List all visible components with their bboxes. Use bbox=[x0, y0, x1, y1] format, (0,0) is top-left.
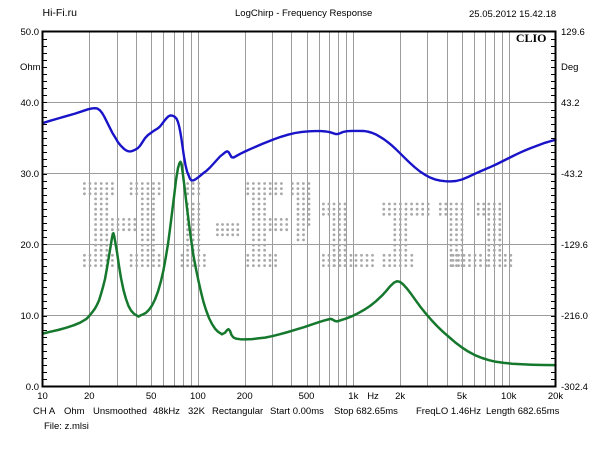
svg-text:-129.6: -129.6 bbox=[561, 240, 588, 251]
svg-text:20: 20 bbox=[84, 391, 95, 402]
svg-text:-302.4: -302.4 bbox=[561, 382, 588, 393]
svg-text:Stop 682.65ms: Stop 682.65ms bbox=[334, 406, 398, 417]
svg-text:100: 100 bbox=[190, 391, 206, 402]
svg-text:CLIO: CLIO bbox=[516, 31, 547, 45]
svg-text:43.2: 43.2 bbox=[561, 98, 580, 109]
svg-text:25.05.2012 15.42.18: 25.05.2012 15.42.18 bbox=[469, 9, 556, 20]
svg-text:10: 10 bbox=[37, 391, 48, 402]
svg-text:32K: 32K bbox=[188, 406, 206, 417]
svg-text:LogChirp - Frequency Response: LogChirp - Frequency Response bbox=[235, 8, 372, 19]
svg-text:10k: 10k bbox=[501, 391, 517, 402]
svg-text:200: 200 bbox=[237, 391, 253, 402]
svg-text:48kHz: 48kHz bbox=[153, 406, 180, 417]
svg-text:Deg: Deg bbox=[561, 62, 578, 73]
svg-text:Length 682.65ms: Length 682.65ms bbox=[486, 406, 560, 417]
svg-text:40.0: 40.0 bbox=[21, 98, 40, 109]
svg-text:Hi-Fi.ru: Hi-Fi.ru bbox=[43, 7, 78, 19]
svg-text:Unsmoothed: Unsmoothed bbox=[93, 406, 147, 417]
svg-text:50: 50 bbox=[146, 391, 157, 402]
svg-text:-43.2: -43.2 bbox=[561, 169, 583, 180]
svg-text:30.0: 30.0 bbox=[21, 169, 40, 180]
svg-text:500: 500 bbox=[299, 391, 315, 402]
svg-text:20.0: 20.0 bbox=[21, 240, 40, 251]
svg-text:5k: 5k bbox=[457, 391, 467, 402]
svg-text:Start 0.00ms: Start 0.00ms bbox=[270, 406, 324, 417]
svg-text:Ohm: Ohm bbox=[64, 406, 85, 417]
svg-text:Hz: Hz bbox=[367, 391, 379, 402]
svg-text:129.6: 129.6 bbox=[561, 27, 585, 38]
svg-text:-216.0: -216.0 bbox=[561, 311, 588, 322]
svg-text:50.0: 50.0 bbox=[21, 27, 40, 38]
svg-text:FreqLO 1.46Hz: FreqLO 1.46Hz bbox=[416, 406, 481, 417]
svg-text:2k: 2k bbox=[395, 391, 405, 402]
svg-text:20k: 20k bbox=[548, 391, 564, 402]
svg-text:Rectangular: Rectangular bbox=[212, 406, 263, 417]
svg-text:1k: 1k bbox=[348, 391, 358, 402]
svg-text:CH A: CH A bbox=[33, 406, 56, 417]
svg-text:0.0: 0.0 bbox=[26, 382, 39, 393]
svg-text:File: z.mlsi: File: z.mlsi bbox=[44, 421, 89, 432]
svg-text:10.0: 10.0 bbox=[21, 311, 40, 322]
svg-text:Ohm: Ohm bbox=[20, 62, 41, 73]
